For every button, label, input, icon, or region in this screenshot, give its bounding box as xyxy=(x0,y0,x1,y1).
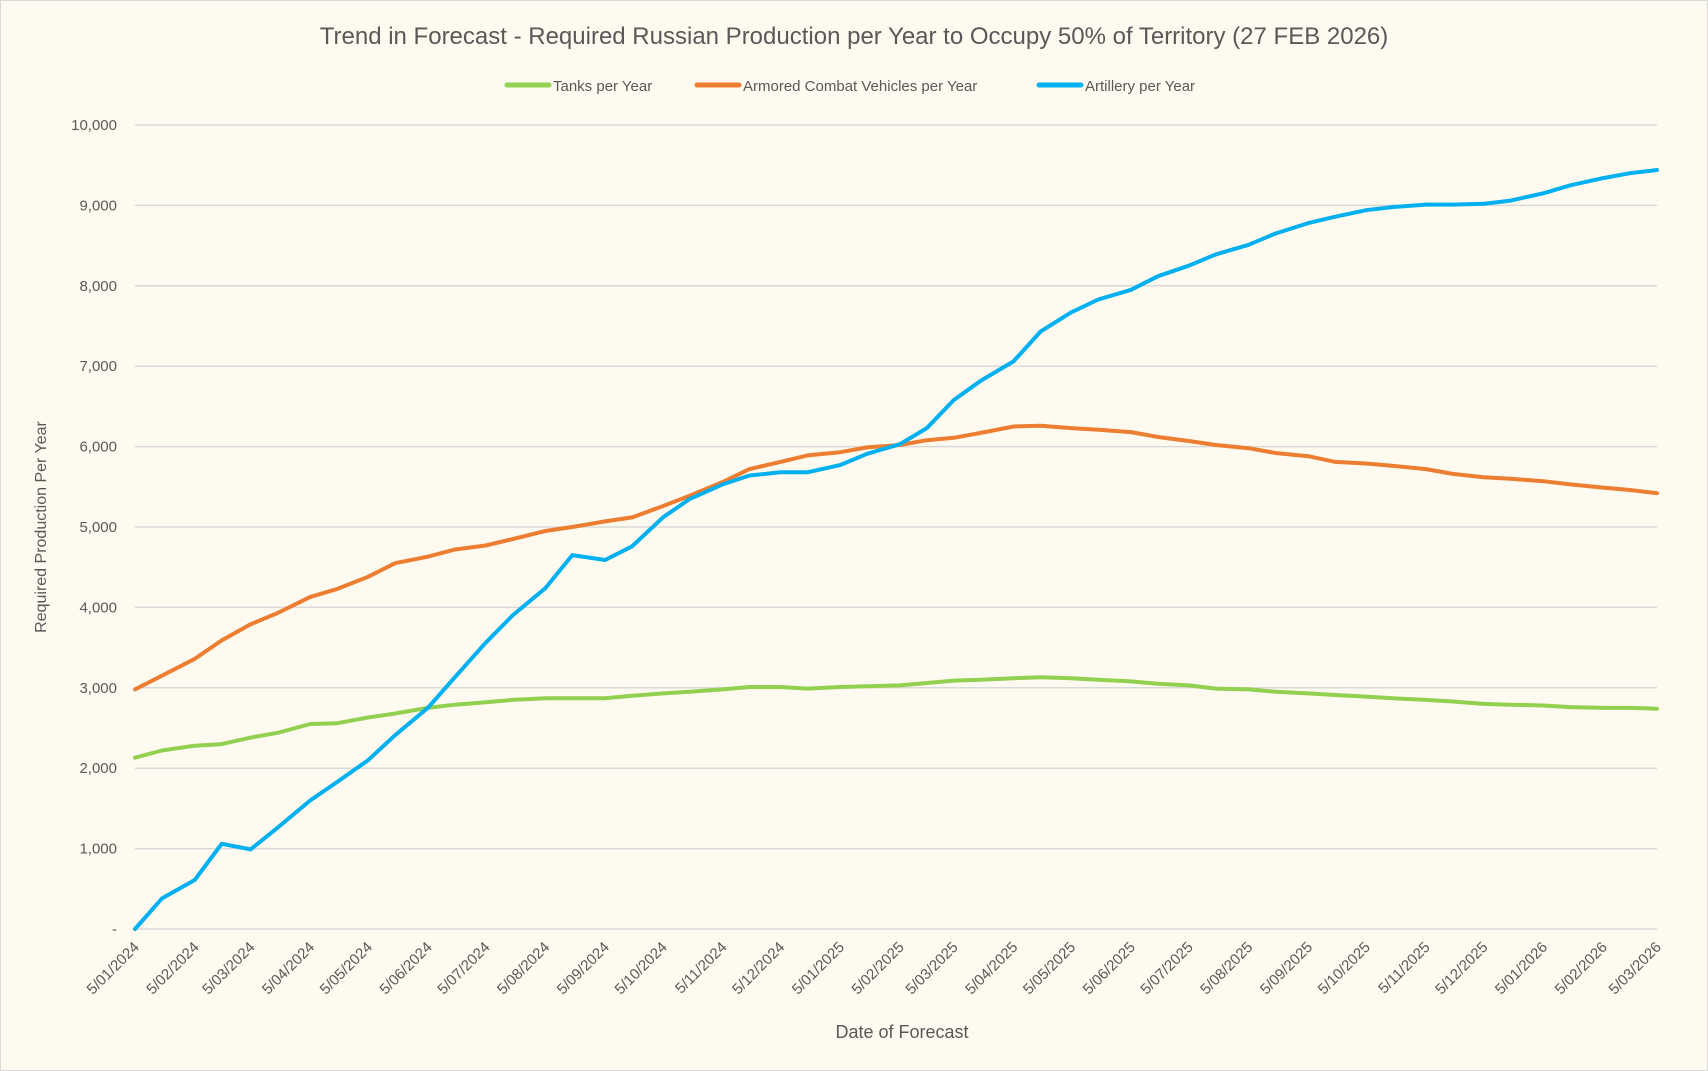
x-tick-label: 5/06/2025 xyxy=(1080,939,1139,998)
series-line-armored-combat-vehicles-per-year xyxy=(133,423,1659,692)
y-tick-label: - xyxy=(112,921,117,938)
gridlines xyxy=(135,124,1657,930)
y-tick-label: 10,000 xyxy=(71,117,117,134)
y-tick-label: 1,000 xyxy=(79,841,117,858)
y-tick-label: 9,000 xyxy=(79,197,117,214)
y-axis-tick-labels: - 1,000 2,000 3,000 4,000 5,000 6,000 7,000 8,00… xyxy=(71,117,117,938)
legend-label: Armored Combat Vehicles per Year xyxy=(743,78,977,95)
x-tick-label: 5/05/2025 xyxy=(1020,939,1079,998)
series-line-tanks-per-year xyxy=(133,675,1659,760)
x-tick-label: 5/09/2024 xyxy=(554,939,613,998)
x-tick-label: 5/02/2024 xyxy=(143,939,202,998)
x-tick-label: 5/05/2024 xyxy=(317,939,376,998)
y-tick-label: 7,000 xyxy=(79,358,117,375)
y-tick-label: 2,000 xyxy=(79,760,117,777)
series-lines xyxy=(133,168,1659,931)
x-tick-label: 5/02/2026 xyxy=(1552,939,1611,998)
x-tick-label: 5/11/2025 xyxy=(1375,939,1433,997)
legend-label: Artillery per Year xyxy=(1085,78,1195,95)
x-tick-label: 5/03/2026 xyxy=(1606,939,1665,998)
x-tick-label: 5/01/2024 xyxy=(84,939,143,998)
x-tick-label: 5/06/2024 xyxy=(376,939,435,998)
x-tick-label: 5/07/2025 xyxy=(1137,939,1196,998)
legend-item: Armored Combat Vehicles per Year xyxy=(694,78,977,95)
y-tick-label: 5,000 xyxy=(79,519,117,536)
x-tick-label: 5/02/2025 xyxy=(848,939,907,998)
x-tick-label: 5/03/2024 xyxy=(199,939,258,998)
x-tick-label: 5/01/2026 xyxy=(1492,939,1551,998)
legend-item: Tanks per Year xyxy=(504,78,652,95)
series-line-artillery-per-year xyxy=(133,168,1659,931)
x-tick-label: 5/10/2025 xyxy=(1315,939,1374,998)
x-tick-label: 5/12/2024 xyxy=(729,939,788,998)
x-tick-label: 5/04/2025 xyxy=(962,939,1021,998)
y-tick-label: 3,000 xyxy=(79,680,117,697)
x-tick-label: 5/12/2025 xyxy=(1432,939,1491,998)
x-tick-label: 5/03/2025 xyxy=(902,939,961,998)
x-tick-label: 5/08/2025 xyxy=(1197,939,1256,998)
y-axis-label: Required Production Per Year xyxy=(33,420,50,632)
y-tick-label: 8,000 xyxy=(79,278,117,295)
x-tick-label: 5/11/2024 xyxy=(672,939,730,997)
chart-title: Trend in Forecast - Required Russian Pro… xyxy=(320,23,1389,50)
x-tick-label: 5/04/2024 xyxy=(259,939,318,998)
x-tick-label: 5/08/2024 xyxy=(494,939,553,998)
y-tick-label: 4,000 xyxy=(79,599,117,616)
x-axis-label: Date of Forecast xyxy=(835,1022,968,1042)
y-tick-label: 6,000 xyxy=(79,439,117,456)
legend-label: Tanks per Year xyxy=(553,78,652,95)
x-tick-label: 5/10/2024 xyxy=(612,939,671,998)
x-tick-label: 5/09/2025 xyxy=(1257,939,1316,998)
x-tick-label: 5/01/2025 xyxy=(789,939,848,998)
legend-item: Artillery per Year xyxy=(1036,78,1195,95)
x-tick-label: 5/07/2024 xyxy=(434,939,493,998)
legend: Tanks per Year Armored Combat Vehicles pe… xyxy=(504,78,1195,95)
